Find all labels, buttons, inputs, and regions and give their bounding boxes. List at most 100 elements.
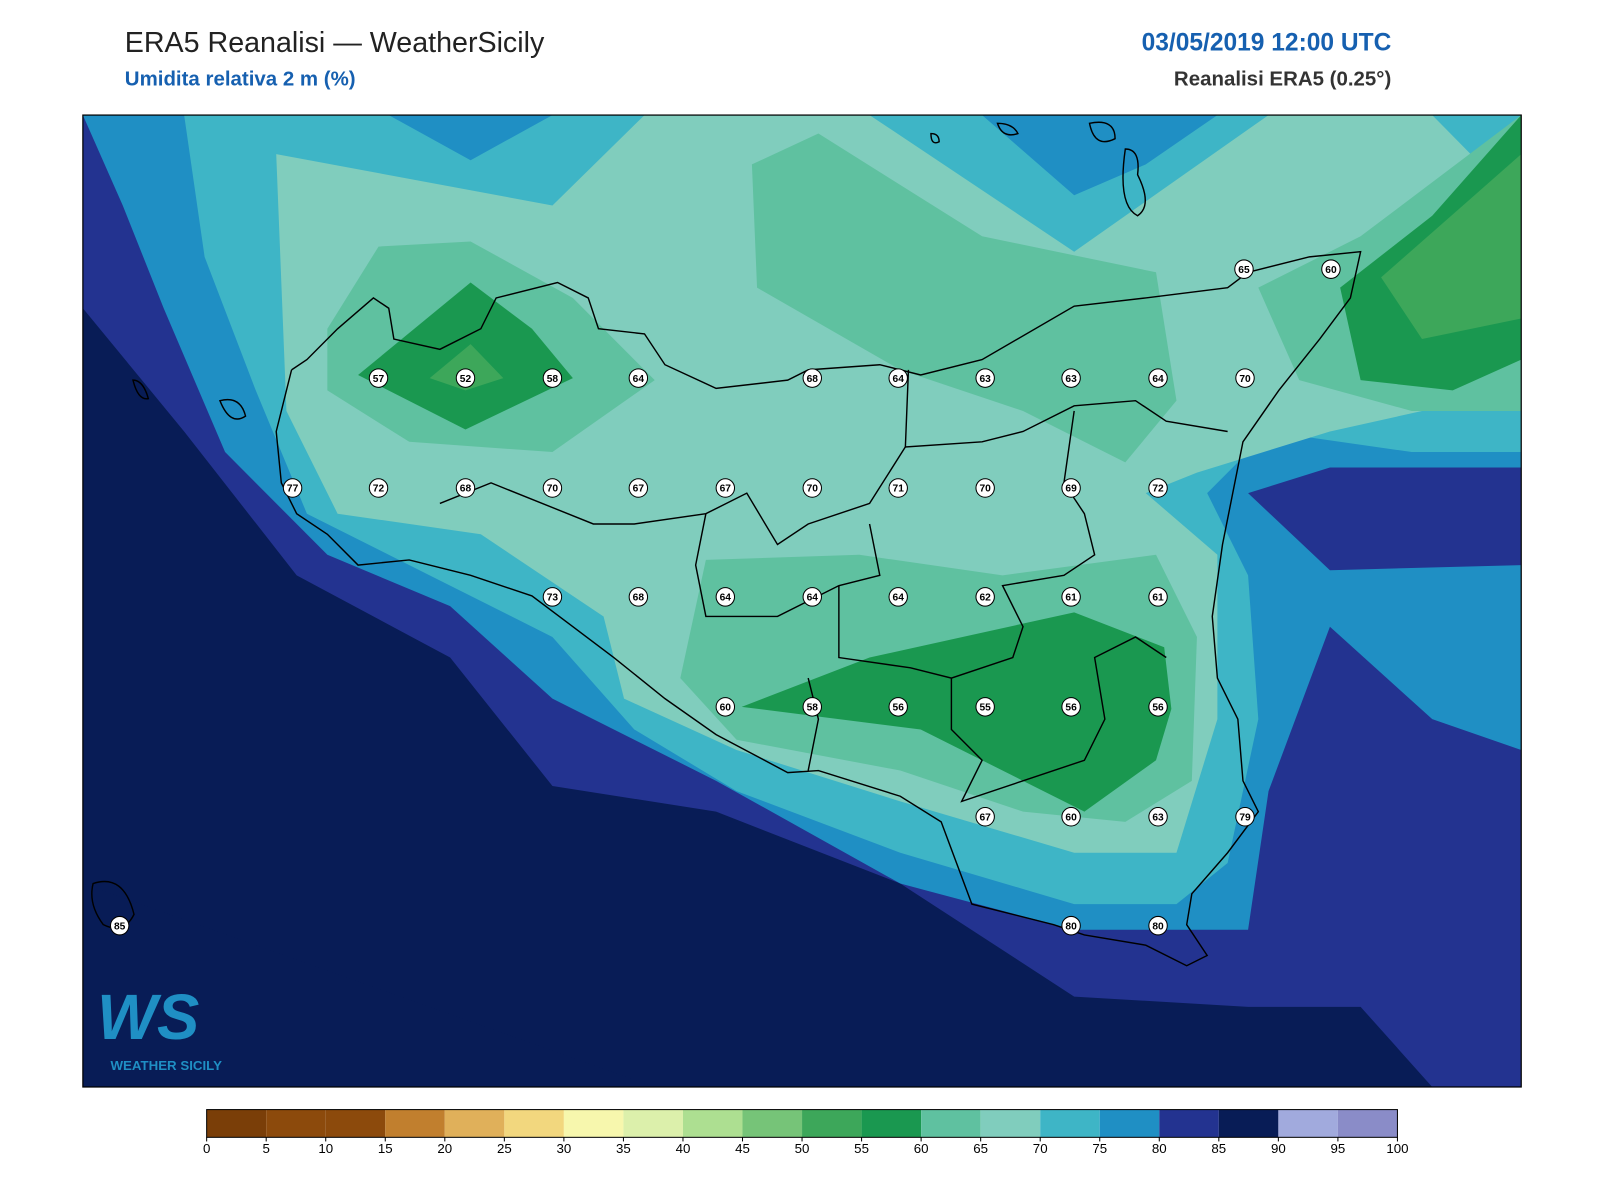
station-value: 70 — [807, 484, 819, 495]
station-marker — [1235, 807, 1255, 827]
station-value: 67 — [633, 484, 645, 495]
band — [1248, 467, 1522, 571]
colorbar-tick-label: 10 — [318, 1141, 333, 1156]
colorbar-tick-label: 30 — [556, 1141, 571, 1156]
colorbar-tick-label: 25 — [497, 1141, 512, 1156]
station-marker — [628, 478, 649, 498]
band — [82, 308, 1433, 1087]
station-value: 56 — [1065, 703, 1077, 714]
station-value: 61 — [1152, 593, 1164, 604]
colorbar-tick-label: 75 — [1092, 1141, 1107, 1156]
station-marker — [975, 478, 995, 498]
colorbar-tick-label: 90 — [1271, 1141, 1286, 1156]
colorbar-segment — [385, 1109, 445, 1138]
colorbar-segment — [1337, 1109, 1398, 1138]
station-value: 68 — [633, 593, 645, 604]
logo: WS WEATHER SICILY — [97, 982, 222, 1073]
station-marker — [1148, 478, 1168, 498]
station-marker — [1061, 587, 1081, 607]
colorbar-segment — [1099, 1109, 1160, 1138]
station-value: 56 — [893, 703, 905, 714]
station-value: 60 — [1325, 265, 1337, 276]
colorbar-segment — [980, 1109, 1041, 1138]
border — [439, 446, 906, 546]
border — [904, 369, 1228, 448]
colorbar-segment — [861, 1109, 922, 1138]
subtitle: Umidita relativa 2 m (%) — [125, 68, 356, 91]
sicily — [275, 250, 1362, 967]
station-value: 67 — [720, 484, 732, 495]
map-frame — [82, 114, 1522, 1088]
station-marker — [1061, 368, 1081, 388]
station-value: 73 — [547, 593, 559, 604]
logo-name: WEATHER SICILY — [110, 1058, 222, 1073]
station-value: 64 — [633, 374, 645, 385]
station-marker — [888, 368, 908, 388]
station-value: 55 — [979, 703, 991, 714]
station-marker — [455, 368, 476, 388]
station-marker — [715, 478, 736, 498]
station-value: 68 — [460, 484, 472, 495]
station-value: 70 — [1239, 374, 1251, 385]
station-marker — [975, 587, 995, 607]
station-marker — [715, 587, 736, 607]
station-value: 56 — [1152, 703, 1164, 714]
island — [132, 121, 1146, 420]
colorbar-tick-label: 55 — [854, 1141, 869, 1156]
colorbar: 0 5 10 15 20 25 30 35 40 45 50 55 60 65 70 75 80 85 90 95 10… — [203, 1109, 1409, 1156]
station-value: 58 — [807, 703, 819, 714]
station-value: 60 — [1065, 813, 1077, 824]
colorbar-segment — [504, 1109, 564, 1138]
colorbar-segment — [682, 1109, 743, 1138]
colorbar-tick-label: 80 — [1152, 1141, 1167, 1156]
station-marker — [1061, 807, 1081, 827]
station-value: 68 — [807, 374, 819, 385]
station-marker — [888, 697, 908, 717]
coastline — [91, 121, 1362, 967]
station-value: 77 — [287, 484, 299, 495]
station-marker — [542, 478, 563, 498]
station-marker — [1148, 807, 1168, 827]
colorbar-segment — [266, 1109, 326, 1138]
station-value: 67 — [979, 813, 991, 824]
stations: 65 60 57 52 58 64 68 64 63 63 64 70 77 72 68 70 67 67 70 71… — [109, 259, 1341, 936]
colorbar-segment — [742, 1109, 803, 1138]
station-value: 80 — [1152, 921, 1164, 932]
border — [838, 410, 1096, 679]
colorbar-tick-label: 0 — [203, 1141, 210, 1156]
station-marker — [542, 587, 563, 607]
station-marker — [109, 915, 130, 936]
colorbar-segment — [444, 1109, 505, 1138]
station-marker — [715, 697, 736, 717]
station-value: 63 — [1065, 374, 1077, 385]
station-marker — [1148, 697, 1168, 717]
station-marker — [1321, 259, 1341, 279]
station-marker — [802, 478, 822, 498]
station-value: 62 — [979, 593, 991, 604]
band — [82, 883, 655, 1087]
colorbar-segment — [802, 1109, 862, 1138]
station-value: 64 — [807, 593, 819, 604]
band — [741, 612, 1172, 812]
colorbar-segment — [1040, 1109, 1100, 1138]
colorbar-segment — [921, 1109, 981, 1138]
station-value: 70 — [979, 484, 991, 495]
colorbar-segment — [325, 1109, 386, 1138]
station-marker — [802, 587, 822, 607]
station-marker — [628, 587, 649, 607]
station-value: 64 — [893, 593, 905, 604]
colorbar-tick-label: 40 — [676, 1141, 691, 1156]
colorbar-segment — [206, 1109, 267, 1138]
band — [429, 344, 504, 391]
band — [982, 115, 1218, 196]
station-marker — [455, 478, 476, 498]
station-value: 69 — [1065, 484, 1077, 495]
colorbar-tick-label: 85 — [1211, 1141, 1226, 1156]
station-value: 58 — [547, 374, 559, 385]
station-marker — [802, 697, 822, 717]
colorbar-segment — [1278, 1109, 1338, 1138]
colorbar-tick-label: 5 — [262, 1141, 269, 1156]
station-value: 64 — [893, 374, 905, 385]
